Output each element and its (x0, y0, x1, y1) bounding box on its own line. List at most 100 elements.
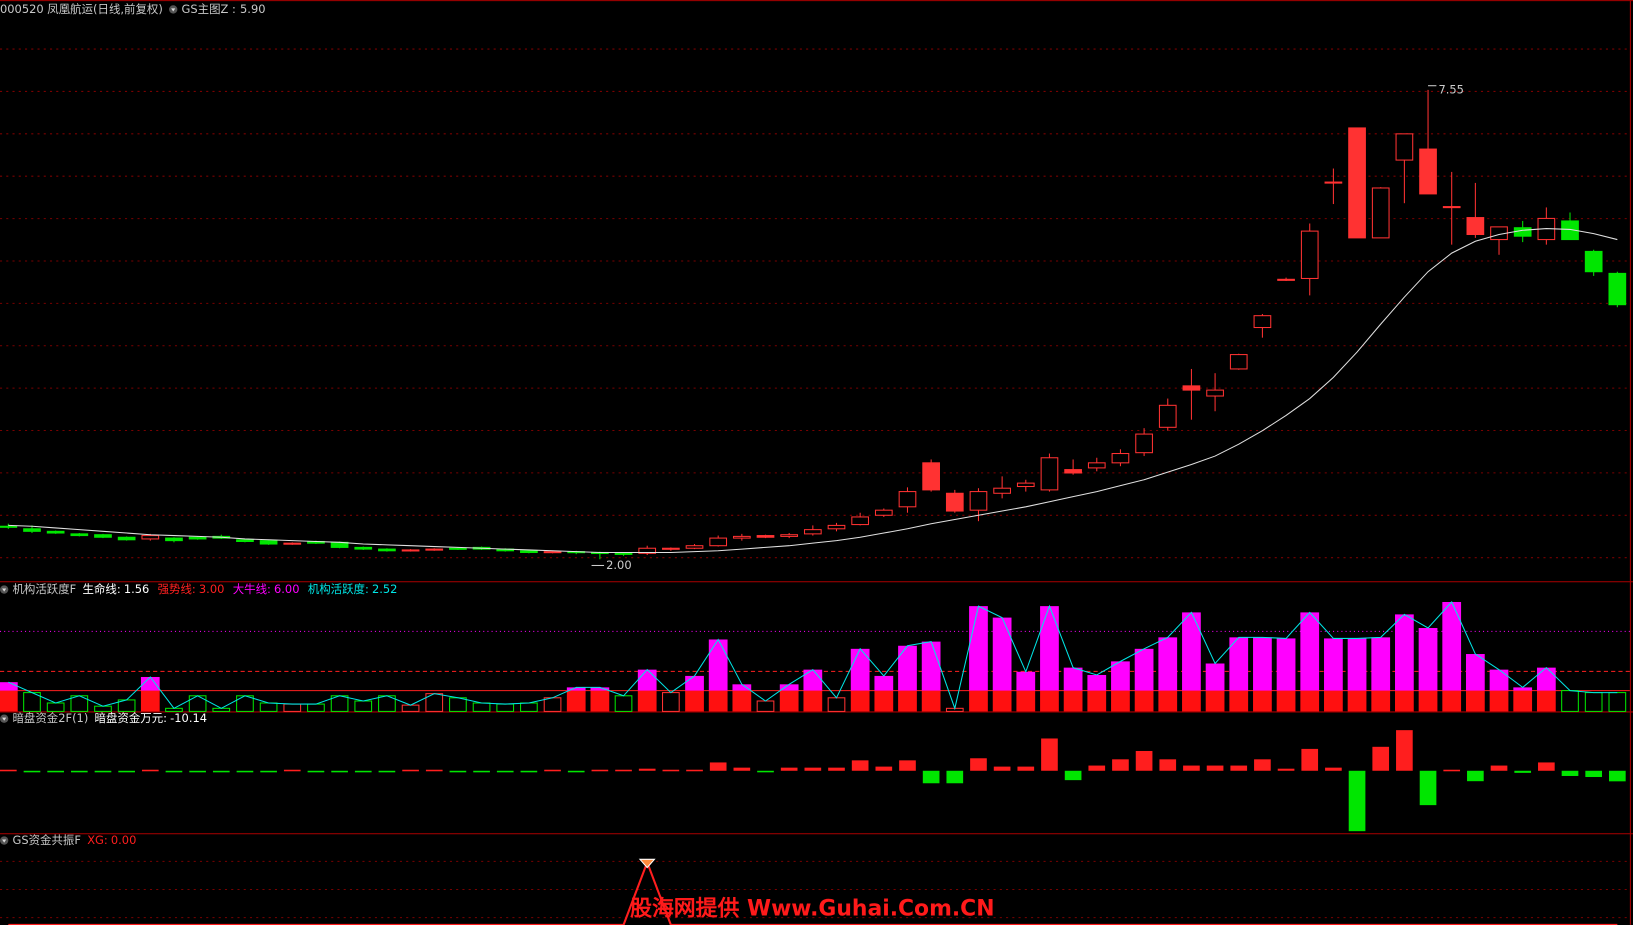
fund-bar (260, 770, 277, 773)
activity-bar-base (898, 690, 917, 712)
candle-body (1064, 469, 1082, 474)
activity-bar-base (140, 690, 160, 712)
ma-line (8, 228, 1618, 553)
fund-bar (1277, 768, 1295, 771)
fund-bar (1159, 759, 1177, 771)
fund-bar (544, 769, 561, 772)
activity-bar (1465, 654, 1485, 691)
marks (0, 89, 1627, 925)
activity-bar-base (1371, 690, 1391, 712)
fund-bar (496, 770, 514, 773)
activity-bar (850, 648, 870, 691)
candle-body (709, 537, 728, 547)
fund-bar (993, 766, 1011, 771)
fund-bar (331, 770, 348, 773)
activity-bar-base (1111, 690, 1130, 712)
activity-bar-base (590, 690, 610, 712)
low-label: 2.00 (606, 558, 631, 572)
candle-body (1466, 217, 1485, 236)
candle-body (898, 491, 917, 508)
fund-bar (922, 770, 940, 784)
candle-body (449, 547, 467, 550)
candle-body (1253, 315, 1272, 329)
activity-bar (898, 645, 917, 691)
fund-bar (1041, 738, 1058, 771)
candle-body (1277, 278, 1295, 281)
panel-title: 暗盘资金2F(1) (12, 711, 88, 725)
activity-bar-base (708, 690, 728, 712)
activity-bar (1063, 667, 1083, 691)
fund-bar (1206, 765, 1224, 771)
series-name: 机构活跃度: (308, 582, 369, 596)
fund-bar (473, 770, 490, 773)
candle-body (1016, 482, 1035, 488)
activity-bar (685, 675, 704, 691)
activity-bar (1253, 637, 1272, 691)
activity-bar-base (803, 690, 823, 712)
candle-body (259, 540, 278, 545)
fund-bar (946, 770, 964, 784)
activity-bar-base (732, 690, 752, 712)
fund-bar (615, 769, 632, 772)
candle-body (638, 547, 657, 554)
activity-bar (1134, 648, 1154, 691)
candle-body (1324, 181, 1343, 184)
activity-bar-base (874, 690, 894, 712)
activity-bar (637, 669, 657, 691)
activity-bar (1229, 637, 1249, 691)
fund-bar (425, 769, 443, 772)
activity-bar-base (1016, 690, 1036, 712)
activity-bar-base (1418, 690, 1438, 712)
fund-bar (118, 770, 135, 773)
activity-bar-base (0, 690, 18, 712)
candle-body (283, 542, 302, 545)
activity-bar (1182, 612, 1201, 691)
activity-bar (1536, 667, 1556, 691)
activity-bar (1584, 692, 1603, 712)
candle-body (378, 548, 396, 552)
candle-body (1111, 453, 1130, 464)
activity-bar-base (685, 690, 704, 712)
fund-bar (1490, 765, 1508, 771)
activity-bar (1442, 601, 1462, 691)
activity-bar (1016, 671, 1036, 691)
activity-bar-base (1395, 690, 1414, 712)
panel-title: GS资金共振F (12, 833, 80, 847)
candle-body (993, 487, 1011, 494)
candle-body (756, 535, 775, 538)
series-value: 0.00 (111, 833, 136, 847)
fund-bar (1017, 766, 1035, 771)
candle-body (969, 491, 988, 511)
fund-bar (1088, 765, 1106, 771)
activity-bar-base (1513, 690, 1533, 712)
fund-bar (757, 770, 774, 773)
activity-bar (46, 702, 65, 712)
activity-bar (401, 704, 420, 712)
candle-body (945, 492, 964, 512)
series-value: -10.14 (170, 711, 207, 725)
panel-icon-arrow (2, 717, 7, 721)
fund-bar (1183, 765, 1200, 771)
fund-bar (1230, 765, 1248, 771)
activity-bar-base (1205, 690, 1225, 712)
activity-bar (662, 692, 680, 712)
activity-bar (1513, 687, 1533, 691)
candle-body (23, 528, 41, 532)
candle-body (874, 509, 893, 516)
candle-body (141, 535, 160, 540)
activity-bar (472, 702, 491, 712)
candle-body (1206, 389, 1224, 397)
fund-bar (1467, 770, 1484, 782)
candle-body (94, 534, 112, 538)
candle-body (1513, 227, 1532, 237)
activity-bar (1561, 690, 1579, 712)
fund-bar (638, 768, 656, 771)
activity-bar (1040, 606, 1059, 691)
fund-bar (1396, 730, 1413, 771)
fund-bar (70, 770, 88, 773)
activity-bar-base (1087, 690, 1107, 712)
candle-body (732, 535, 751, 539)
fund-bar (1561, 770, 1579, 776)
fund-bar (165, 770, 183, 773)
